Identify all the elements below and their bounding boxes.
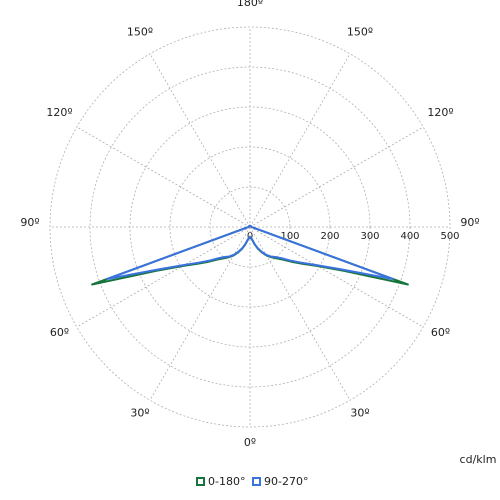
grid-circle — [49, 26, 451, 428]
theta-tick-label: 30º — [130, 407, 149, 420]
unit-label: cd/klm — [460, 453, 497, 466]
theta-tick-label: 60º — [431, 326, 450, 339]
theta-tick-label: 90º — [460, 216, 479, 229]
series-line — [106, 224, 394, 280]
r-tick-label: 200 — [320, 231, 339, 242]
r-tick-label: 300 — [360, 231, 379, 242]
theta-tick-label: 30º — [350, 407, 369, 420]
legend-swatch — [252, 477, 261, 486]
grid-spoke — [76, 226, 251, 328]
theta-tick-label: 120º — [46, 106, 72, 119]
theta-tick-label: 180º — [237, 0, 263, 9]
theta-tick-label: 60º — [50, 326, 69, 339]
legend-swatch — [196, 477, 205, 486]
legend-label: 0-180° — [208, 475, 245, 488]
grid-spoke — [149, 53, 251, 228]
r-tick-label: 500 — [440, 231, 459, 242]
grid-spoke — [249, 226, 424, 328]
legend-label: 90-270° — [264, 475, 308, 488]
theta-tick-label: 0º — [244, 436, 256, 449]
grid-spoke — [249, 126, 424, 228]
grid-spoke — [76, 126, 251, 228]
theta-tick-label: 150º — [127, 25, 153, 38]
r-tick-label: 400 — [400, 231, 419, 242]
grid-spoke — [249, 53, 351, 228]
theta-tick-label: 90º — [20, 216, 39, 229]
theta-tick-label: 120º — [427, 106, 453, 119]
r-tick-label: 100 — [280, 231, 299, 242]
theta-tick-label: 150º — [347, 25, 373, 38]
